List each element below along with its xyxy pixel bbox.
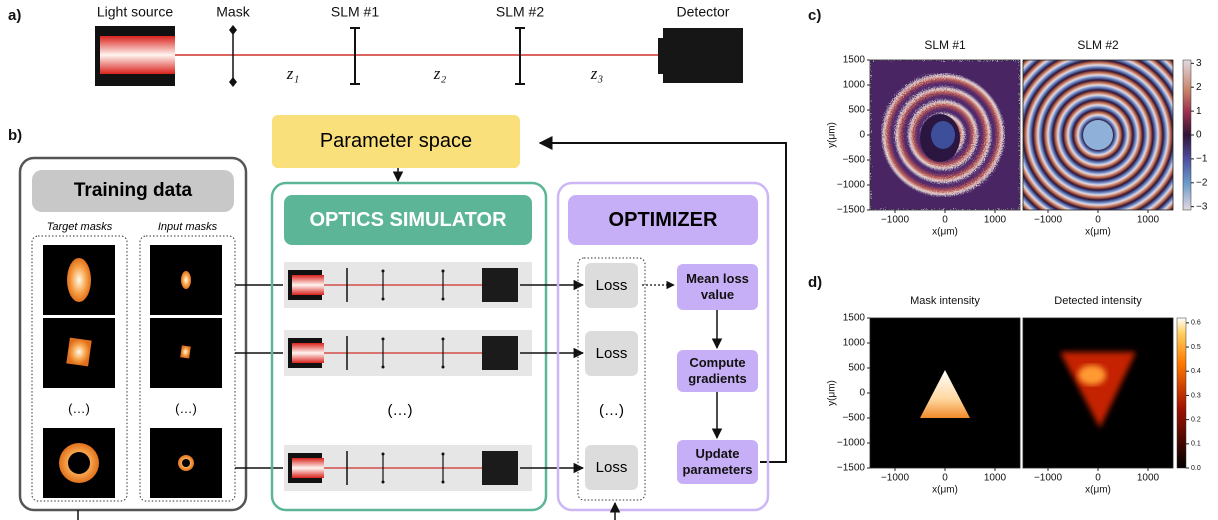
figure-graphics: a) Light source Mask SLM #1 SLM #2 Detec…: [0, 0, 1218, 520]
mean-loss-box: Mean loss value: [677, 264, 758, 310]
plot-title: Detected intensity: [1054, 295, 1142, 307]
x-tick-label: −1000: [1034, 473, 1063, 484]
light-source-beam: [100, 36, 175, 74]
column-label: Target masks: [28, 218, 131, 236]
gradients-box: Compute gradients: [677, 350, 758, 392]
y-tick-label: −1500: [837, 463, 866, 474]
x-axis-label: x(μm): [1085, 485, 1111, 496]
y-tick-label: −500: [842, 155, 865, 166]
loss-label: Loss: [585, 263, 638, 308]
detector-front: [658, 38, 666, 74]
x-tick-label: 1000: [984, 215, 1007, 226]
distance-label: z₂: [433, 64, 447, 83]
slm1: [350, 28, 360, 84]
colorbar-tick-label: 3: [1196, 58, 1202, 69]
slm2: [515, 28, 525, 84]
y-tick-label: −1500: [837, 205, 866, 216]
optical-setup: [95, 25, 743, 87]
update-box: Update parameters: [677, 440, 758, 484]
component-label: Mask: [216, 4, 250, 20]
y-tick-label: 0: [859, 130, 865, 141]
y-tick-label: −1000: [837, 438, 866, 449]
plot-title: Mask intensity: [910, 295, 980, 307]
colorbar: [1183, 60, 1191, 210]
x-tick-label: 0: [1095, 215, 1101, 226]
distance-label: z₃: [590, 64, 604, 83]
loss-label: Loss: [585, 331, 638, 376]
colorbar-tick-label: 0.2: [1191, 416, 1201, 423]
x-tick-label: −1000: [881, 473, 910, 484]
y-tick-label: 500: [848, 105, 865, 116]
colorbar-tick-label: 0.1: [1191, 441, 1201, 448]
colorbar-tick-label: −2: [1196, 177, 1208, 188]
distance-label: z₁: [286, 64, 300, 83]
figure: a) Light source Mask SLM #1 SLM #2 Detec…: [0, 0, 1218, 520]
colorbar-tick-label: −1: [1196, 154, 1208, 165]
y-axis-label: y(μm): [827, 122, 838, 148]
y-axis-label: y(μm): [827, 380, 838, 406]
panel-label: c): [808, 7, 821, 24]
detector: [663, 28, 743, 83]
y-tick-label: 1500: [843, 55, 866, 66]
slm2-center: [1083, 120, 1113, 150]
x-tick-label: 0: [942, 473, 948, 484]
plot-title: SLM #1: [924, 38, 966, 52]
colorbar-tick-label: 1: [1196, 106, 1202, 117]
ellipsis: (…): [43, 396, 115, 420]
x-tick-label: −1000: [1034, 215, 1063, 226]
x-tick-label: 1000: [1137, 215, 1160, 226]
panel-label: a): [8, 7, 21, 24]
plot-title: SLM #2: [1077, 38, 1119, 52]
x-axis-label: x(μm): [1085, 227, 1111, 238]
ellipsis: (…): [360, 398, 440, 422]
colorbar-tick-label: 2: [1196, 82, 1202, 93]
panel-label: b): [8, 127, 22, 144]
x-tick-label: 1000: [984, 473, 1007, 484]
colorbar: [1177, 318, 1186, 468]
y-tick-label: 1000: [843, 338, 866, 349]
x-axis-label: x(μm): [932, 227, 958, 238]
x-tick-label: −1000: [881, 215, 910, 226]
colorbar-tick-label: 0.0: [1191, 465, 1201, 472]
column-label: Input masks: [136, 218, 239, 236]
colorbar-tick-label: 0.4: [1191, 368, 1201, 375]
y-tick-label: −500: [842, 413, 865, 424]
simulation-row: [284, 445, 532, 491]
training-title: Training data: [32, 170, 234, 212]
component-label: SLM #1: [331, 4, 379, 20]
detected-hotspot: [1078, 365, 1106, 385]
simulation-row: [284, 262, 532, 308]
y-tick-label: 1000: [843, 80, 866, 91]
ellipsis: (…): [150, 396, 222, 420]
simulation-row: [284, 330, 532, 376]
colorbar-tick-label: −3: [1196, 201, 1208, 212]
y-tick-label: −1000: [837, 180, 866, 191]
y-tick-label: 500: [848, 363, 865, 374]
parameter-space-label: Parameter space: [272, 115, 520, 168]
panel-label: d): [808, 274, 822, 291]
simulator-title: OPTICS SIMULATOR: [284, 195, 532, 245]
x-tick-label: 1000: [1137, 473, 1160, 484]
x-tick-label: 0: [1095, 473, 1101, 484]
x-tick-label: 0: [942, 215, 948, 226]
component-label: Detector: [677, 4, 730, 20]
colorbar-tick-label: 0: [1196, 130, 1202, 141]
optimizer-title: OPTIMIZER: [568, 195, 758, 245]
y-tick-label: 0: [859, 388, 865, 399]
loss-label: Loss: [585, 445, 638, 490]
colorbar-tick-label: 0.6: [1191, 320, 1201, 327]
slm1-core: [931, 121, 955, 149]
ellipsis: (…): [580, 398, 643, 422]
mask-images: [43, 245, 222, 498]
x-axis-label: x(μm): [932, 485, 958, 496]
y-tick-label: 1500: [843, 313, 866, 324]
component-label: SLM #2: [496, 4, 544, 20]
colorbar-tick-label: 0.3: [1191, 392, 1201, 399]
component-label: Light source: [97, 4, 173, 20]
colorbar-tick-label: 0.5: [1191, 344, 1201, 351]
